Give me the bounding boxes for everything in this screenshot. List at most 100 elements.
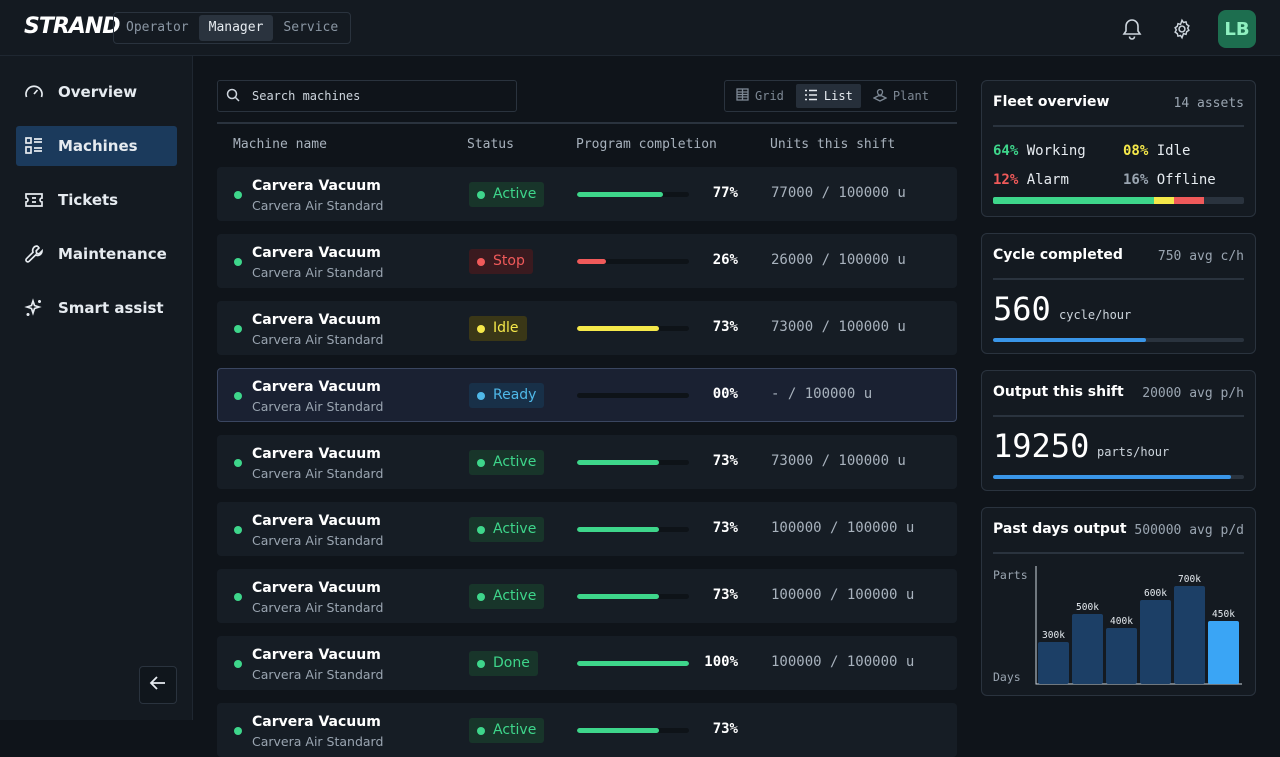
online-indicator — [234, 459, 242, 467]
fleet-segment-working — [993, 197, 1154, 204]
table-row[interactable]: Carvera Vacuum Carvera Air Standard Active… — [217, 703, 957, 757]
units-this-shift: 100000 / 100000 u — [771, 654, 915, 670]
completion-percent: 00% — [712, 386, 738, 402]
view-switch: Grid List Plant — [724, 80, 957, 112]
machine-model: Carvera Air Standard — [252, 198, 384, 213]
list-icon — [804, 89, 818, 104]
status-badge: Stop — [469, 249, 533, 274]
sidebar-item-label: Machines — [58, 137, 138, 155]
output-title: Output this shift — [993, 384, 1124, 400]
completion-bar-fill — [577, 259, 607, 264]
plant-map-icon — [872, 88, 888, 105]
column-header-status[interactable]: Status — [467, 137, 514, 152]
chart-x-label: Days — [993, 670, 1021, 684]
output-value: 19250 — [993, 427, 1090, 465]
chart-bar[interactable] — [1106, 628, 1137, 684]
table-row[interactable]: Carvera Vacuum Carvera Air Standard Active… — [217, 502, 957, 556]
completion-bar — [577, 527, 689, 532]
sidebar-item-machines[interactable]: Machines — [16, 126, 177, 166]
sidebar-item-tickets[interactable]: Tickets — [16, 180, 177, 220]
completion-bar — [577, 594, 689, 599]
notifications-bell-icon[interactable] — [1118, 15, 1146, 43]
sidebar-item-overview[interactable]: Overview — [16, 72, 177, 112]
completion-bar-fill — [577, 192, 664, 197]
chart-bar[interactable] — [1208, 621, 1239, 684]
machine-name: Carvera Vacuum — [252, 312, 381, 328]
grid-icon — [736, 88, 749, 104]
table-row[interactable]: Carvera Vacuum Carvera Air Standard Done 10… — [217, 636, 957, 690]
gauge-icon — [24, 82, 44, 102]
role-manager-button[interactable]: Manager — [198, 15, 274, 41]
card-divider — [993, 278, 1244, 280]
collapse-sidebar-button[interactable] — [139, 666, 177, 704]
cycle-title: Cycle completed — [993, 247, 1123, 263]
online-indicator — [234, 660, 242, 668]
table-row[interactable]: Carvera Vacuum Carvera Air Standard Ready 0… — [217, 368, 957, 422]
fleet-stat-idle: 08% Idle — [1123, 143, 1191, 159]
online-indicator — [234, 526, 242, 534]
table-row[interactable]: Carvera Vacuum Carvera Air Standard Stop 26… — [217, 234, 957, 288]
column-header-program-completion[interactable]: Program completion — [576, 137, 717, 152]
chart-bar[interactable] — [1174, 586, 1205, 684]
units-this-shift: 26000 / 100000 u — [771, 252, 906, 268]
table-row[interactable]: Carvera Vacuum Carvera Air Standard Idle 73… — [217, 301, 957, 355]
machine-model: Carvera Air Standard — [252, 734, 384, 749]
sidebar-item-smart-assist[interactable]: Smart assist — [16, 288, 177, 328]
chart-bar[interactable] — [1038, 642, 1069, 684]
chart-data-label: 450k — [1212, 609, 1235, 620]
search-box — [217, 80, 517, 112]
machine-name: Carvera Vacuum — [252, 513, 381, 529]
view-plant-button[interactable]: Plant — [865, 84, 937, 108]
chart-data-label: 500k — [1076, 602, 1099, 613]
sidebar-item-maintenance[interactable]: Maintenance — [16, 234, 177, 274]
completion-bar-fill — [577, 527, 659, 532]
machine-name: Carvera Vacuum — [252, 580, 381, 596]
ticket-icon — [24, 190, 44, 210]
fleet-status-bar — [993, 197, 1244, 204]
column-header-units[interactable]: Units this shift — [770, 137, 896, 152]
app-logo[interactable]: STRAND — [24, 14, 120, 39]
table-row[interactable]: Carvera Vacuum Carvera Air Standard Active… — [217, 167, 957, 221]
units-this-shift: 73000 / 100000 u — [771, 319, 906, 335]
machine-model: Carvera Air Standard — [252, 399, 384, 414]
chart-bar[interactable] — [1072, 614, 1103, 684]
fleet-overview-card: Fleet overview 14 assets 64% Working 08%… — [981, 80, 1256, 217]
view-grid-label: Grid — [755, 89, 784, 103]
search-input[interactable] — [252, 89, 492, 103]
machine-name: Carvera Vacuum — [252, 178, 381, 194]
machine-model: Carvera Air Standard — [252, 533, 384, 548]
chart-bar[interactable] — [1140, 600, 1171, 684]
cycle-completed-card: Cycle completed 750 avg c/h 560 cycle/ho… — [981, 233, 1256, 354]
completion-percent: 26% — [712, 252, 738, 268]
past-output-title: Past days output — [993, 521, 1127, 537]
table-row[interactable]: Carvera Vacuum Carvera Air Standard Active… — [217, 569, 957, 623]
sidebar: Overview Machines Tickets Maintenance Sm… — [0, 56, 193, 720]
view-list-button[interactable]: List — [795, 84, 861, 108]
units-this-shift: 77000 / 100000 u — [771, 185, 906, 201]
table-row[interactable]: Carvera Vacuum Carvera Air Standard Active… — [217, 435, 957, 489]
status-badge: Done — [469, 651, 538, 676]
sidebar-item-label: Maintenance — [58, 245, 167, 263]
completion-bar-fill — [577, 326, 659, 331]
view-grid-button[interactable]: Grid — [728, 84, 792, 108]
online-indicator — [234, 325, 242, 333]
role-operator-button[interactable]: Operator — [126, 20, 189, 35]
online-indicator — [234, 727, 242, 735]
fleet-title: Fleet overview — [993, 94, 1110, 110]
online-indicator — [234, 392, 242, 400]
sidebar-item-label: Overview — [58, 83, 138, 101]
output-unit: parts/hour — [1097, 445, 1170, 459]
chart-data-label: 600k — [1144, 588, 1167, 599]
chart-axis — [1035, 566, 1242, 685]
settings-gear-icon[interactable] — [1168, 15, 1196, 43]
cycle-unit: cycle/hour — [1059, 308, 1132, 322]
column-header-machine-name[interactable]: Machine name — [233, 137, 327, 152]
role-service-button[interactable]: Service — [283, 20, 339, 35]
completion-bar-fill — [577, 594, 659, 599]
card-divider — [993, 125, 1244, 127]
output-progress-fill — [993, 475, 1232, 479]
machine-name: Carvera Vacuum — [252, 245, 381, 261]
fleet-stat-offline: 16% Offline — [1123, 172, 1216, 188]
online-indicator — [234, 258, 242, 266]
user-avatar[interactable]: LB — [1218, 10, 1256, 48]
